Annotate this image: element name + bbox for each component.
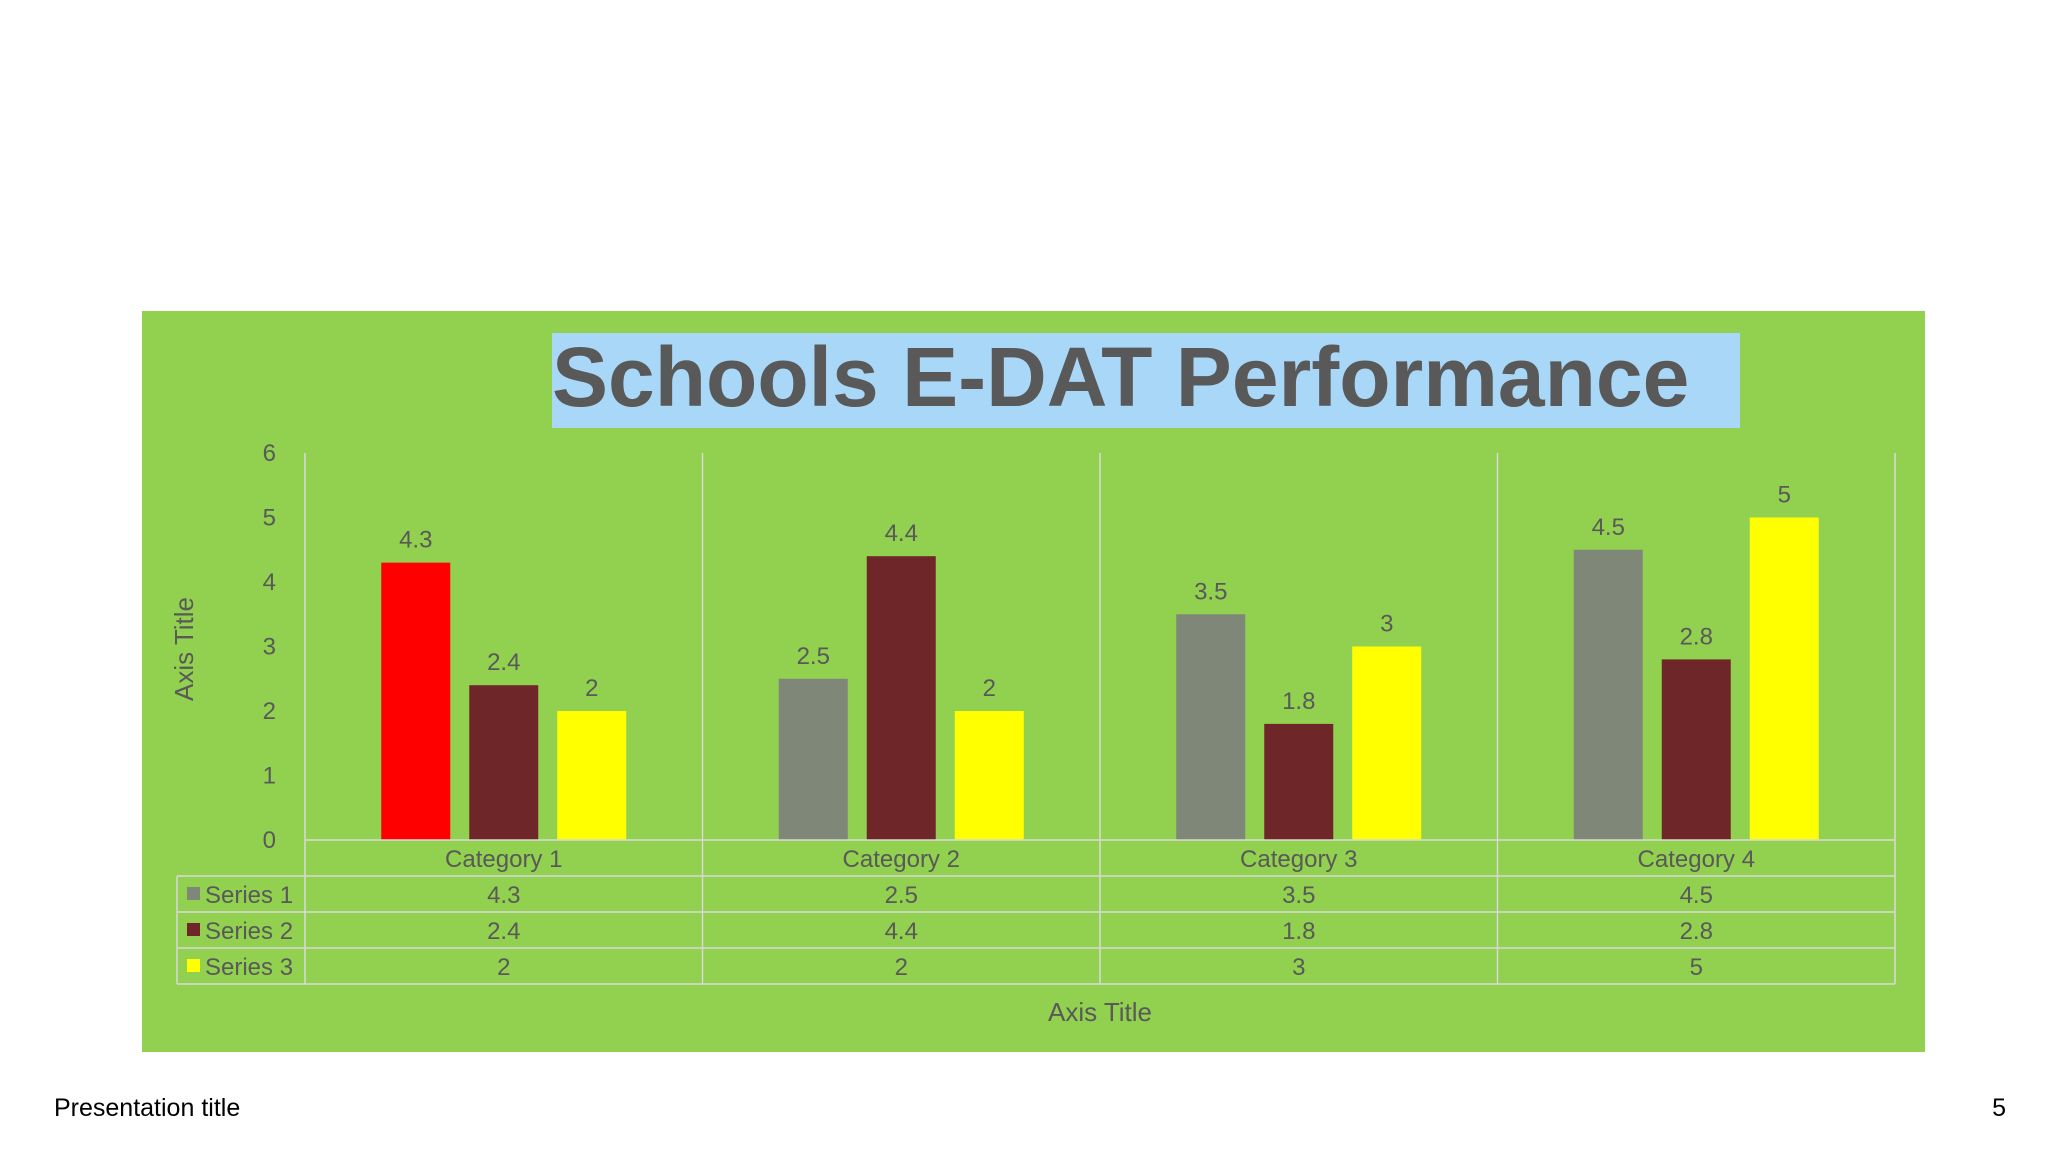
chart-panel[interactable]: Schools E-DAT Performance 0 1 2 3 4 5 6 Axis Tit… (142, 311, 1925, 1052)
bar-series-1-category-2[interactable] (778, 678, 848, 840)
data-label: 3.5 (1194, 578, 1227, 605)
bar-series-1-category-3[interactable] (1176, 614, 1246, 840)
bar-series-2-category-2[interactable] (866, 556, 936, 840)
legend-key-series-2 (187, 923, 200, 936)
chart-title-highlight (552, 333, 1740, 428)
table-cell: 4.4 (885, 918, 918, 945)
table-cell: 3.5 (1282, 882, 1315, 909)
bar-series-2-category-4[interactable] (1661, 659, 1731, 840)
bar-series-3-category-2[interactable] (954, 711, 1024, 840)
y-tick-label: 5 (263, 505, 276, 532)
y-tick-label: 2 (263, 698, 276, 725)
table-cell: 2.4 (487, 918, 520, 945)
bar-series-3-category-1[interactable] (557, 711, 627, 840)
data-label: 3 (1380, 611, 1393, 638)
bar-series-3-category-3[interactable] (1352, 646, 1422, 841)
data-label: 4.4 (885, 520, 918, 547)
data-label: 2.5 (797, 643, 830, 670)
bar-series-1-category-1[interactable] (381, 562, 451, 840)
y-tick-label: 3 (263, 634, 276, 661)
y-axis-title: Axis Title (169, 597, 199, 701)
table-cell: 4.3 (487, 882, 520, 909)
bar-series-2-category-3[interactable] (1264, 723, 1334, 840)
y-tick-label: 6 (263, 440, 276, 467)
table-cell: 2.5 (885, 882, 918, 909)
chart-title: Schools E-DAT Performance (552, 330, 1689, 424)
data-label: 2 (983, 675, 996, 702)
category-label: Category 4 (1638, 846, 1755, 873)
data-label: 2 (585, 675, 598, 702)
table-cell: 4.5 (1680, 882, 1713, 909)
data-label: 4.5 (1592, 514, 1625, 541)
data-label: 5 (1778, 482, 1791, 509)
table-cell: 1.8 (1282, 918, 1315, 945)
x-axis-title: Axis Title (1048, 997, 1152, 1027)
table-cell: 5 (1690, 954, 1703, 981)
footer-presentation-title: Presentation title (54, 1094, 241, 1122)
category-label: Category 2 (843, 846, 960, 873)
legend-key-series-3 (187, 959, 200, 972)
y-tick-label: 1 (263, 763, 276, 790)
data-label: 1.8 (1282, 688, 1315, 715)
bar-series-2-category-1[interactable] (469, 685, 539, 840)
legend-key-series-1 (187, 887, 200, 900)
table-cell: 2.8 (1680, 918, 1713, 945)
bar-series-1-category-4[interactable] (1573, 549, 1643, 840)
data-label: 2.8 (1680, 623, 1713, 650)
data-label: 4.3 (399, 527, 432, 554)
footer-page-number: 5 (1992, 1094, 2006, 1122)
bar-series-3-category-4[interactable] (1749, 517, 1819, 841)
series-name: Series 1 (205, 882, 293, 909)
table-cell: 2 (895, 954, 908, 981)
y-tick-label: 0 (263, 827, 276, 854)
category-label: Category 3 (1240, 846, 1357, 873)
table-cell: 2 (497, 954, 510, 981)
table-cell: 3 (1292, 954, 1305, 981)
y-tick-label: 4 (263, 569, 276, 596)
category-label: Category 1 (445, 846, 562, 873)
bar-chart[interactable]: Schools E-DAT Performance 0 1 2 3 4 5 6 Axis Tit… (142, 311, 1925, 1052)
series-name: Series 3 (205, 954, 293, 981)
series-name: Series 2 (205, 918, 293, 945)
data-label: 2.4 (487, 649, 520, 676)
